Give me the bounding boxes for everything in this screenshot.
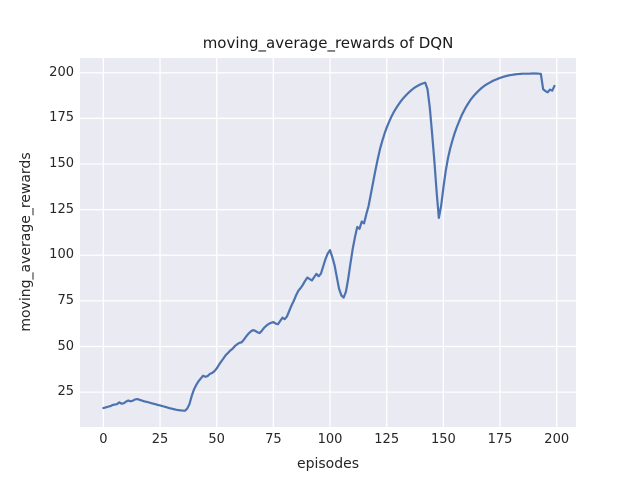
x-axis-label: episodes bbox=[296, 456, 360, 472]
y-tick-label: 25 bbox=[57, 384, 74, 400]
x-tick-label: 0 bbox=[99, 432, 108, 447]
x-tick-label: 75 bbox=[265, 432, 282, 447]
y-tick-label: 200 bbox=[49, 64, 74, 80]
y-tick-label: 75 bbox=[57, 292, 74, 308]
x-tick-label: 100 bbox=[317, 432, 343, 447]
plot-area bbox=[80, 58, 576, 427]
x-tick-label: 175 bbox=[487, 432, 513, 447]
chart-title: moving_average_rewards of DQN bbox=[202, 34, 454, 52]
x-tick-label: 150 bbox=[430, 432, 456, 447]
y-tick-label: 100 bbox=[49, 247, 74, 263]
data-line-DQN moving average reward bbox=[102, 72, 556, 412]
y-tick-label: 50 bbox=[57, 338, 74, 354]
y-tick-label: 175 bbox=[49, 110, 74, 126]
x-tick-label: 125 bbox=[374, 432, 400, 447]
x-tick-label: 25 bbox=[151, 432, 169, 447]
y-tick-label: 150 bbox=[49, 156, 74, 172]
axes-background bbox=[80, 58, 576, 427]
y-axis-label: moving_average_rewards bbox=[18, 152, 34, 332]
y-tick-label: 125 bbox=[49, 201, 74, 217]
x-tick-label: 50 bbox=[208, 432, 225, 447]
plot-canvas bbox=[80, 58, 576, 427]
x-tick-label: 200 bbox=[544, 432, 570, 447]
